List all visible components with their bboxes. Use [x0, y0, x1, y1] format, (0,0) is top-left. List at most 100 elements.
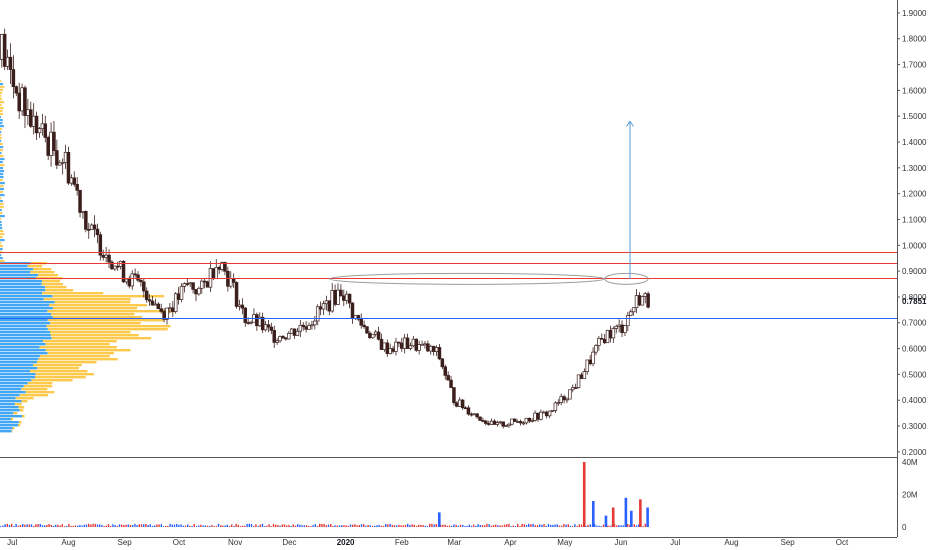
candle — [405, 333, 410, 349]
volume-bar — [171, 524, 173, 527]
profile-bar-up — [0, 379, 32, 382]
volume-bar — [402, 525, 404, 527]
volume-bar — [224, 525, 226, 527]
candle-body — [101, 254, 105, 258]
profile-bar-down — [21, 388, 48, 391]
candle-body — [69, 177, 74, 184]
candle — [437, 344, 442, 361]
profile-bar-up — [0, 268, 34, 271]
volume-bar — [286, 525, 288, 527]
profile-bar-up — [0, 388, 22, 391]
profile-bar-up — [0, 352, 48, 355]
candle — [43, 115, 48, 143]
volume-tick-label: 0 — [902, 523, 907, 532]
candle — [628, 309, 633, 317]
candle — [200, 279, 204, 294]
volume-bar — [607, 525, 609, 527]
candle-body — [347, 293, 352, 304]
profile-bar — [0, 191, 3, 194]
candle — [286, 331, 291, 340]
candle-body — [124, 278, 129, 283]
volume-bar — [580, 524, 583, 527]
profile-bar-up — [0, 415, 22, 418]
candle-body — [420, 343, 424, 346]
price-tick-label: 0.5000 — [902, 370, 927, 379]
volume-tick-label: 20M — [902, 491, 918, 500]
price-tick-label: 1.5000 — [902, 112, 927, 121]
candle — [513, 418, 517, 422]
horizontal-levels[interactable] — [0, 252, 897, 319]
price-tick-label: 0.8000 — [902, 293, 927, 302]
candle-body — [188, 282, 192, 285]
candle — [359, 313, 363, 329]
candle-body — [553, 402, 558, 411]
profile-bar-up — [0, 289, 46, 292]
candle-body — [89, 224, 94, 230]
volume-bar — [167, 525, 169, 527]
candle — [11, 55, 16, 99]
profile-bar — [0, 173, 4, 176]
candle-body — [182, 283, 187, 287]
profile-bar — [0, 221, 2, 224]
volume-bar — [561, 525, 563, 527]
volume-bar — [303, 525, 305, 527]
volume-bar — [470, 525, 473, 527]
profile-bar-up — [0, 349, 46, 352]
candle-body — [400, 342, 404, 349]
volume-bar — [352, 524, 354, 527]
volume-bar — [541, 524, 543, 527]
candle-body — [484, 420, 488, 424]
candle-body — [304, 326, 308, 330]
volume-bar — [442, 524, 444, 527]
candle-body — [11, 69, 16, 87]
drawing-annotations[interactable] — [328, 120, 649, 285]
candle — [414, 338, 419, 352]
candle-body — [284, 337, 288, 340]
time-tick-label: Aug — [724, 538, 738, 547]
volume-bar — [475, 525, 477, 527]
candle — [631, 307, 636, 316]
volume-bar — [145, 524, 147, 527]
candle — [504, 424, 508, 427]
candle-body — [159, 308, 163, 312]
volume-bar — [228, 525, 231, 527]
price-tick-label: 0.6000 — [902, 345, 927, 354]
candle-body — [501, 421, 505, 427]
candle-body — [281, 336, 285, 339]
volume-bar — [497, 525, 499, 527]
volume-bar — [550, 524, 552, 527]
candle-body — [23, 87, 27, 116]
profile-bar-up — [0, 271, 31, 274]
candle-body — [37, 128, 42, 134]
profile-bar-down — [36, 361, 97, 364]
ellipse-annotation-2[interactable] — [604, 272, 649, 285]
candle-body — [278, 336, 282, 342]
candle-body — [417, 344, 421, 351]
profile-bar — [0, 110, 3, 113]
candle — [576, 374, 581, 389]
profile-bar-down — [54, 301, 131, 304]
candle-body — [217, 266, 221, 270]
candle-body — [8, 56, 13, 70]
volume-bar — [206, 525, 209, 527]
profile-bar-down — [39, 346, 117, 349]
profile-bar-down — [45, 343, 110, 346]
volume-bar — [512, 525, 514, 527]
profile-bar-up — [0, 298, 44, 301]
volume-bar — [316, 525, 319, 527]
profile-bar-down — [51, 337, 152, 340]
volume-bar — [81, 525, 83, 527]
candle-body — [600, 338, 604, 340]
volume-bar — [297, 524, 299, 527]
candle — [565, 397, 569, 404]
volume-bar — [572, 526, 574, 527]
volume-bar — [532, 523, 534, 527]
target-arrow-head[interactable] — [626, 120, 634, 127]
candle — [452, 387, 456, 406]
profile-bar — [0, 152, 2, 155]
candle-body — [356, 315, 361, 320]
time-tick-label: 2020 — [337, 538, 355, 547]
candle-body — [565, 398, 569, 401]
profile-bar — [0, 197, 2, 200]
